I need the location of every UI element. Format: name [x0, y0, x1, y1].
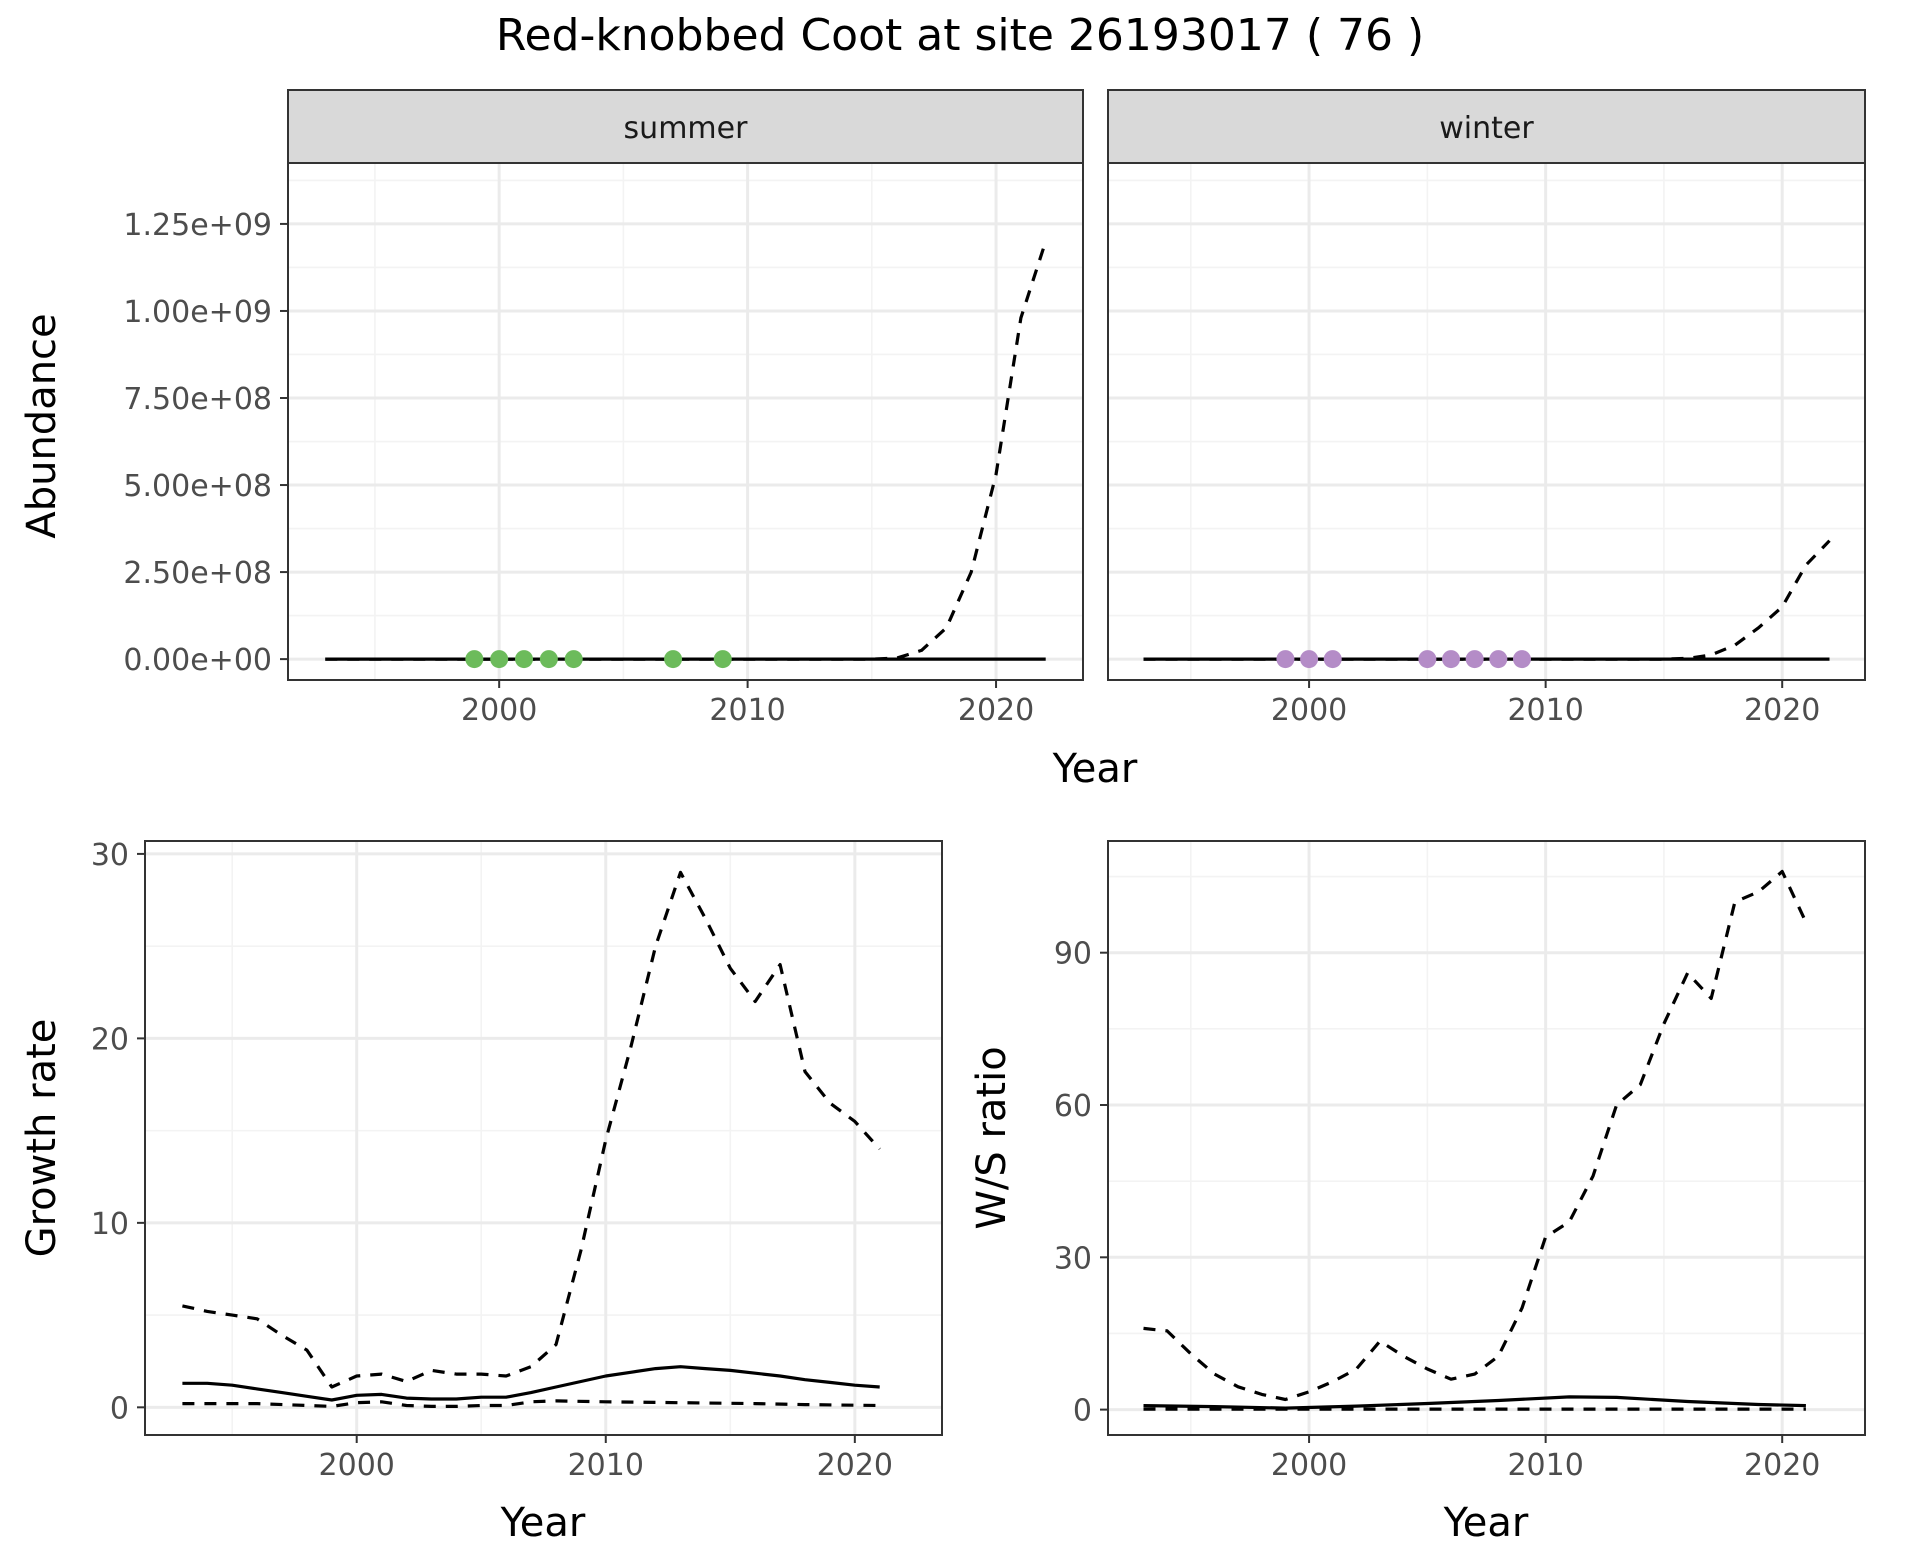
growth-x-tick-label: 2000	[319, 1448, 395, 1483]
summer-y-tick-label: 7.50e+08	[123, 382, 272, 417]
ws_ratio-series-0-dashed-line	[1143, 869, 1808, 1402]
summer-y-tick-label: 2.50e+08	[123, 556, 272, 591]
ws_ratio-y-tick-label: 0	[1073, 1394, 1092, 1429]
summer-panel-border	[287, 162, 1084, 681]
strip-winter-background	[1107, 89, 1866, 164]
summer-data-point	[713, 650, 732, 669]
growth-x-tick-label: 2010	[568, 1448, 644, 1483]
ws-ratio-y-axis-title: W/S ratio	[969, 1046, 1015, 1229]
abundance-y-axis-title: Abundance	[19, 313, 65, 538]
summer-y-tick-label: 5.00e+08	[123, 469, 272, 504]
winter-series-1-dashed-line	[1143, 539, 1831, 661]
strip-summer-label: summer	[624, 111, 749, 146]
winter-x-tick-label: 2010	[1507, 693, 1583, 728]
summer-data-point	[539, 650, 558, 669]
top-x-axis-title: Year	[1052, 746, 1138, 792]
ws_ratio-plot-background	[1108, 841, 1865, 1435]
winter-data-point	[1276, 650, 1295, 669]
ws_ratio-x-tick-label: 2020	[1744, 1448, 1820, 1483]
summer-data-point	[564, 650, 583, 669]
summer-x-tick-label: 2000	[461, 693, 537, 728]
strip-summer-background	[287, 89, 1084, 164]
ws_ratio-x-tick-label: 2010	[1507, 1448, 1583, 1483]
winter-x-tick-label: 2000	[1271, 693, 1347, 728]
strip-winter-label: winter	[1439, 111, 1534, 146]
panel-winter: winter 2000 2010 2020	[1107, 89, 1866, 728]
panel-ws-ratio: 2000 2010 2020 0 30 60 90	[1054, 840, 1866, 1483]
summer-y-tick-label: 1.25e+09	[123, 208, 272, 243]
growth-y-tick-label: 0	[110, 1391, 129, 1426]
winter-data-point	[1465, 650, 1484, 669]
ws_ratio-y-tick-label: 30	[1054, 1241, 1092, 1276]
winter-data-point	[1489, 650, 1508, 669]
panel-summer: summer 2000 2010 2020 0.00e+00 2.50e+08 5.00e…	[123, 89, 1084, 728]
summer-data-point	[515, 650, 534, 669]
ws_ratio-y-tick-label: 90	[1054, 937, 1092, 972]
winter-data-point	[1418, 650, 1437, 669]
growth-rate-x-axis-title: Year	[500, 1500, 586, 1546]
summer-data-point	[664, 650, 683, 669]
growth-plot-background	[145, 841, 942, 1435]
winter-x-tick-label: 2020	[1744, 693, 1820, 728]
summer-y-tick-label: 0.00e+00	[123, 643, 272, 678]
summer-data-point	[490, 650, 509, 669]
winter-data-point	[1300, 650, 1319, 669]
summer-data-point	[465, 650, 484, 669]
growth-series-1-solid-line	[182, 1365, 880, 1402]
winter-panel-border	[1107, 162, 1866, 681]
summer-y-tick-label: 1.00e+09	[123, 295, 272, 330]
summer-series-1-dashed-line	[325, 240, 1048, 661]
winter-data-point	[1442, 650, 1461, 669]
ws_ratio-panel-border	[1107, 840, 1866, 1436]
ws_ratio-y-tick-label: 60	[1054, 1089, 1092, 1124]
summer-plot-background	[288, 163, 1083, 680]
growth-rate-y-axis-title: Growth rate	[19, 1019, 65, 1258]
winter-plot-background	[1108, 163, 1865, 680]
growth-panel-border	[144, 840, 943, 1436]
growth-x-tick-label: 2020	[817, 1448, 893, 1483]
winter-data-point	[1323, 650, 1342, 669]
ws-ratio-x-axis-title: Year	[1443, 1500, 1529, 1546]
ws_ratio-x-tick-label: 2000	[1271, 1448, 1347, 1483]
growth-y-tick-label: 30	[91, 838, 129, 873]
growth-y-tick-label: 10	[91, 1207, 129, 1242]
growth-y-tick-label: 20	[91, 1022, 129, 1057]
main-title: Red-knobbed Coot at site 26193017 ( 76 )	[496, 10, 1424, 61]
panel-growth-rate: 2000 2010 2020 0 10 20 30	[91, 838, 943, 1483]
summer-x-tick-label: 2010	[709, 693, 785, 728]
winter-data-point	[1512, 650, 1531, 669]
summer-x-tick-label: 2020	[958, 693, 1034, 728]
